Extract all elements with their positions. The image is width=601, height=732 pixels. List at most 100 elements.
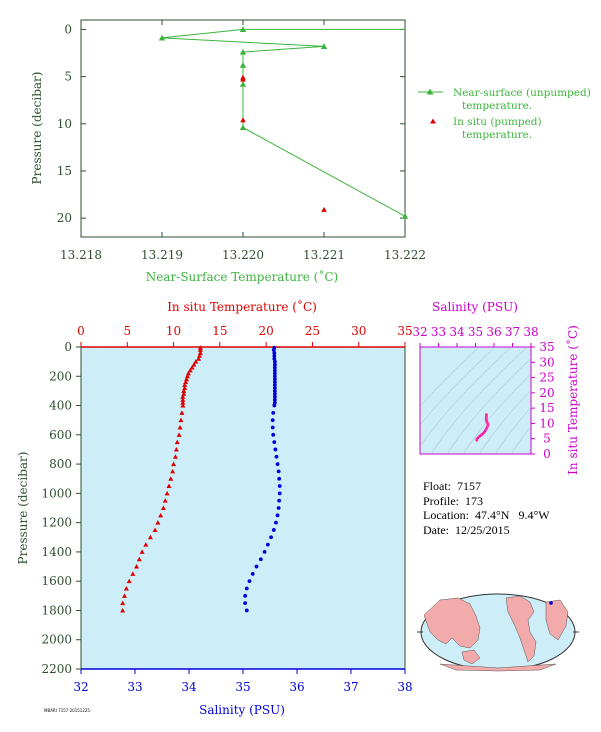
profile-panel: 0 5 10 15 20 25 30 35 32 33 34 35 36 37 38 0 200 400 600 80… bbox=[16, 299, 413, 717]
temperature-tick-label: 10 bbox=[166, 324, 181, 338]
y-tick-label: 20 bbox=[57, 211, 72, 225]
pressure-tick-label: 1200 bbox=[41, 516, 72, 530]
ts-x-tick-label: 32 bbox=[412, 325, 427, 339]
salinity-point bbox=[244, 586, 249, 591]
salinity-point bbox=[277, 491, 282, 496]
temperature-tick-label: 20 bbox=[259, 324, 274, 338]
temperature-point bbox=[136, 556, 142, 562]
temperature-point bbox=[180, 397, 186, 402]
pressure-tick-label: 600 bbox=[49, 428, 72, 442]
ts-point bbox=[482, 431, 486, 434]
x-tick-label: 13.222 bbox=[384, 248, 426, 262]
legend-label-pumped-1: In situ (pumped) bbox=[453, 116, 542, 128]
legend-label-pumped-2: temperature. bbox=[462, 129, 532, 141]
salinity-point bbox=[272, 350, 277, 355]
map-landmass-australia bbox=[461, 649, 481, 665]
temperature-point bbox=[191, 362, 197, 367]
profile-background bbox=[81, 347, 405, 669]
temperature-point bbox=[189, 364, 195, 370]
temperature-point bbox=[197, 347, 203, 352]
salinity-point bbox=[272, 400, 277, 405]
near-surface-axes: 13.218 13.219 13.220 13.221 13.222 0 5 10 15 20 bbox=[57, 20, 426, 262]
legend-marker-pumped bbox=[430, 118, 436, 124]
x-tick-label: 13.220 bbox=[222, 248, 264, 262]
salinity-point bbox=[271, 528, 276, 532]
density-contour bbox=[420, 347, 496, 426]
salinity-point bbox=[243, 593, 248, 598]
salinity-point bbox=[272, 365, 277, 370]
unpumped-point bbox=[239, 62, 247, 68]
ts-y-tick-label: 20 bbox=[539, 386, 554, 400]
density-contour bbox=[420, 347, 480, 407]
footer-code: MBARI 7157 20151225 bbox=[44, 708, 90, 713]
temperature-point bbox=[166, 483, 172, 489]
ts-y-tick-label: 15 bbox=[539, 401, 554, 415]
salinity-point bbox=[277, 498, 282, 503]
float-number: Float: 7157 bbox=[423, 479, 482, 493]
temperature-tick-label: 35 bbox=[397, 324, 412, 338]
ts-series bbox=[475, 413, 490, 442]
temperature-point bbox=[187, 367, 193, 373]
near-surface-ylabel: Pressure (decibar) bbox=[30, 72, 44, 185]
temperature-point bbox=[196, 353, 202, 358]
density-contour bbox=[446, 357, 531, 454]
pumped-point bbox=[240, 117, 246, 123]
density-contour bbox=[462, 373, 531, 454]
temperature-tick-label: 25 bbox=[305, 324, 320, 338]
salinity-point bbox=[272, 394, 277, 399]
float-location-marker bbox=[549, 601, 553, 605]
ts-point bbox=[485, 425, 489, 429]
salinity-tick-label: 34 bbox=[181, 680, 197, 694]
temperature-tick-label: 5 bbox=[123, 324, 131, 338]
legend-marker-unpumped bbox=[426, 88, 434, 95]
profile-number: Profile: 173 bbox=[423, 493, 483, 508]
temperature-point bbox=[180, 400, 186, 405]
x-tick-label: 13.219 bbox=[141, 248, 183, 262]
ts-xlabel: Salinity (PSU) bbox=[432, 300, 518, 314]
pumped-point bbox=[321, 206, 327, 212]
world-map bbox=[417, 593, 579, 672]
map-landmass-africa bbox=[545, 599, 569, 641]
ts-y-tick-label: 10 bbox=[539, 416, 554, 430]
density-contour bbox=[478, 389, 531, 454]
density-contour bbox=[420, 347, 512, 448]
temperature-point bbox=[182, 385, 188, 390]
pressure-tick-label: 1600 bbox=[41, 574, 72, 588]
float-location: Location: 47.4°N 9.4°W bbox=[423, 508, 550, 522]
density-contour bbox=[430, 347, 528, 454]
ts-x-tick-label: 36 bbox=[486, 325, 501, 339]
density-contour bbox=[494, 407, 531, 454]
temperature-point bbox=[130, 571, 136, 576]
ts-y-tick-label: 35 bbox=[539, 340, 554, 354]
profile-bottom-xlabel: Salinity (PSU) bbox=[199, 703, 285, 717]
temperature-point bbox=[183, 379, 189, 385]
salinity-point bbox=[277, 484, 282, 488]
salinity-point bbox=[272, 383, 277, 387]
ts-x-tick-label: 35 bbox=[468, 325, 483, 339]
salinity-point bbox=[277, 476, 282, 481]
salinity-point bbox=[274, 454, 279, 459]
temperature-point bbox=[162, 498, 168, 503]
salinity-point bbox=[272, 386, 277, 390]
ts-x-tick-label: 34 bbox=[449, 325, 465, 339]
legend-label-unpumped-2: temperature. bbox=[462, 100, 532, 112]
salinity-point bbox=[250, 571, 255, 576]
y-tick-label: 10 bbox=[57, 117, 72, 131]
near-surface-legend: Near-surface (unpumped) temperature. In … bbox=[418, 87, 591, 141]
salinity-point bbox=[272, 371, 277, 376]
temperature-point bbox=[164, 490, 170, 496]
profile-top-xlabel: In situ Temperature (˚C) bbox=[167, 299, 317, 314]
salinity-point bbox=[276, 506, 281, 510]
temperature-point bbox=[147, 534, 153, 540]
temperature-point bbox=[172, 454, 178, 459]
temperature-point bbox=[174, 439, 180, 445]
profile-date: Date: 12/25/2015 bbox=[423, 522, 510, 537]
unpumped-point bbox=[239, 80, 247, 87]
temperature-point bbox=[160, 505, 166, 510]
salinity-point bbox=[272, 389, 277, 393]
temperature-point bbox=[173, 446, 179, 452]
salinity-point bbox=[272, 359, 277, 364]
